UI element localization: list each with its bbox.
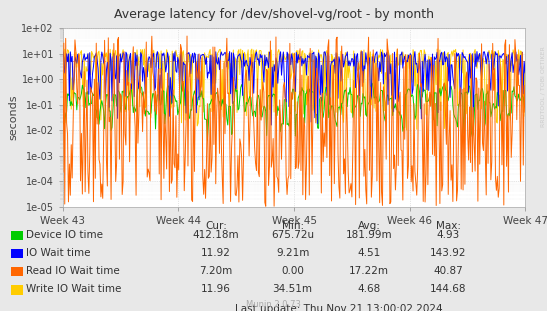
Text: Munin 2.0.73: Munin 2.0.73 [246, 300, 301, 309]
Text: 143.92: 143.92 [430, 248, 467, 258]
Text: 675.72u: 675.72u [271, 230, 314, 240]
Text: Average latency for /dev/shovel-vg/root - by month: Average latency for /dev/shovel-vg/root … [113, 8, 434, 21]
Text: 4.51: 4.51 [358, 248, 381, 258]
Text: 144.68: 144.68 [430, 284, 467, 294]
Text: 181.99m: 181.99m [346, 230, 393, 240]
Text: 0.00: 0.00 [281, 266, 304, 276]
Y-axis label: seconds: seconds [9, 95, 19, 140]
Text: Write IO Wait time: Write IO Wait time [26, 284, 121, 294]
Text: 17.22m: 17.22m [349, 266, 389, 276]
Text: 4.93: 4.93 [437, 230, 460, 240]
Text: 4.68: 4.68 [358, 284, 381, 294]
Text: IO Wait time: IO Wait time [26, 248, 90, 258]
Text: Device IO time: Device IO time [26, 230, 103, 240]
Text: RRDTOOL / TOBI OETIKER: RRDTOOL / TOBI OETIKER [541, 47, 546, 128]
Text: Max:: Max: [436, 221, 461, 231]
Text: Last update: Thu Nov 21 13:00:02 2024: Last update: Thu Nov 21 13:00:02 2024 [235, 304, 443, 311]
Text: Avg:: Avg: [358, 221, 381, 231]
Text: Min:: Min: [282, 221, 304, 231]
Text: Read IO Wait time: Read IO Wait time [26, 266, 119, 276]
Text: 40.87: 40.87 [434, 266, 463, 276]
Text: 7.20m: 7.20m [200, 266, 232, 276]
Text: 412.18m: 412.18m [193, 230, 240, 240]
Text: 34.51m: 34.51m [272, 284, 313, 294]
Text: Cur:: Cur: [205, 221, 227, 231]
Text: 11.92: 11.92 [201, 248, 231, 258]
Text: 9.21m: 9.21m [276, 248, 310, 258]
Text: 11.96: 11.96 [201, 284, 231, 294]
